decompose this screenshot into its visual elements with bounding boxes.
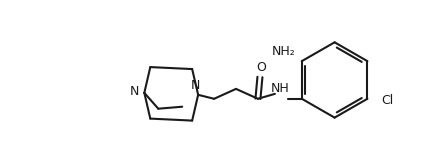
Text: Cl: Cl	[381, 94, 393, 107]
Text: N: N	[130, 85, 139, 98]
Text: NH₂: NH₂	[272, 45, 296, 58]
Text: O: O	[256, 61, 266, 74]
Text: NH: NH	[271, 82, 289, 95]
Text: N: N	[190, 79, 200, 92]
